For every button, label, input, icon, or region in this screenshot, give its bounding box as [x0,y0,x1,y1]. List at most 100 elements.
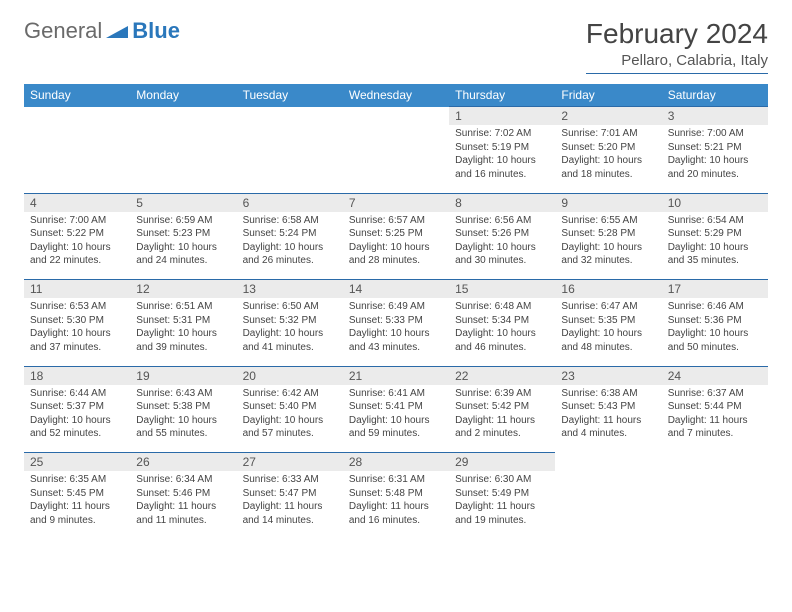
sunrise-text: Sunrise: 6:50 AM [243,300,337,314]
day-number-cell: 5 [130,193,236,212]
day-number-cell: 19 [130,366,236,385]
day-detail-cell [237,125,343,193]
day-detail-cell: Sunrise: 6:46 AMSunset: 5:36 PMDaylight:… [662,298,768,366]
day-number-cell [555,453,661,472]
day-detail-cell: Sunrise: 6:44 AMSunset: 5:37 PMDaylight:… [24,385,130,453]
sunset-text: Sunset: 5:43 PM [561,400,655,414]
day-number-cell: 2 [555,107,661,126]
daylight-text-1: Daylight: 11 hours [30,500,124,514]
sunset-text: Sunset: 5:35 PM [561,314,655,328]
sunrise-text: Sunrise: 6:41 AM [349,387,443,401]
daylight-text-2: and 46 minutes. [455,341,549,355]
daylight-text-2: and 39 minutes. [136,341,230,355]
daylight-text-2: and 20 minutes. [668,168,762,182]
detail-row: Sunrise: 7:02 AMSunset: 5:19 PMDaylight:… [24,125,768,193]
day-number-cell [130,107,236,126]
weekday-header-row: Sunday Monday Tuesday Wednesday Thursday… [24,84,768,107]
sunrise-text: Sunrise: 6:56 AM [455,214,549,228]
daylight-text-1: Daylight: 10 hours [455,241,549,255]
sunset-text: Sunset: 5:24 PM [243,227,337,241]
detail-row: Sunrise: 7:00 AMSunset: 5:22 PMDaylight:… [24,212,768,280]
daylight-text-2: and 16 minutes. [349,514,443,528]
day-number-cell: 23 [555,366,661,385]
sunrise-text: Sunrise: 6:53 AM [30,300,124,314]
sunrise-text: Sunrise: 6:39 AM [455,387,549,401]
weekday-header: Thursday [449,84,555,107]
sunset-text: Sunset: 5:47 PM [243,487,337,501]
daynum-row: 45678910 [24,193,768,212]
day-detail-cell: Sunrise: 6:48 AMSunset: 5:34 PMDaylight:… [449,298,555,366]
daylight-text-1: Daylight: 11 hours [136,500,230,514]
daylight-text-2: and 28 minutes. [349,254,443,268]
daylight-text-1: Daylight: 10 hours [136,414,230,428]
sunrise-text: Sunrise: 6:30 AM [455,473,549,487]
detail-row: Sunrise: 6:44 AMSunset: 5:37 PMDaylight:… [24,385,768,453]
daylight-text-2: and 48 minutes. [561,341,655,355]
day-detail-cell: Sunrise: 6:53 AMSunset: 5:30 PMDaylight:… [24,298,130,366]
sunset-text: Sunset: 5:30 PM [30,314,124,328]
daylight-text-1: Daylight: 11 hours [349,500,443,514]
day-detail-cell: Sunrise: 6:34 AMSunset: 5:46 PMDaylight:… [130,471,236,539]
daylight-text-2: and 52 minutes. [30,427,124,441]
sunrise-text: Sunrise: 6:38 AM [561,387,655,401]
day-number-cell: 26 [130,453,236,472]
day-detail-cell: Sunrise: 6:43 AMSunset: 5:38 PMDaylight:… [130,385,236,453]
sunset-text: Sunset: 5:20 PM [561,141,655,155]
sunset-text: Sunset: 5:29 PM [668,227,762,241]
daylight-text-2: and 59 minutes. [349,427,443,441]
daylight-text-1: Daylight: 10 hours [243,327,337,341]
sunset-text: Sunset: 5:22 PM [30,227,124,241]
sunrise-text: Sunrise: 6:42 AM [243,387,337,401]
day-detail-cell: Sunrise: 6:30 AMSunset: 5:49 PMDaylight:… [449,471,555,539]
day-detail-cell: Sunrise: 6:57 AMSunset: 5:25 PMDaylight:… [343,212,449,280]
daylight-text-2: and 26 minutes. [243,254,337,268]
sunset-text: Sunset: 5:26 PM [455,227,549,241]
day-detail-cell: Sunrise: 6:50 AMSunset: 5:32 PMDaylight:… [237,298,343,366]
daylight-text-1: Daylight: 10 hours [668,154,762,168]
sunrise-text: Sunrise: 7:02 AM [455,127,549,141]
day-detail-cell: Sunrise: 6:37 AMSunset: 5:44 PMDaylight:… [662,385,768,453]
day-number-cell: 29 [449,453,555,472]
daynum-row: 123 [24,107,768,126]
weekday-header: Friday [555,84,661,107]
sunset-text: Sunset: 5:34 PM [455,314,549,328]
day-detail-cell: Sunrise: 6:51 AMSunset: 5:31 PMDaylight:… [130,298,236,366]
day-detail-cell [130,125,236,193]
sunrise-text: Sunrise: 6:59 AM [136,214,230,228]
detail-row: Sunrise: 6:35 AMSunset: 5:45 PMDaylight:… [24,471,768,539]
day-detail-cell [24,125,130,193]
day-number-cell: 22 [449,366,555,385]
day-detail-cell: Sunrise: 6:41 AMSunset: 5:41 PMDaylight:… [343,385,449,453]
daylight-text-1: Daylight: 10 hours [561,327,655,341]
daylight-text-2: and 35 minutes. [668,254,762,268]
daylight-text-2: and 30 minutes. [455,254,549,268]
day-number-cell: 16 [555,280,661,299]
sunrise-text: Sunrise: 6:44 AM [30,387,124,401]
daylight-text-1: Daylight: 11 hours [455,500,549,514]
daylight-text-1: Daylight: 10 hours [349,414,443,428]
day-number-cell: 1 [449,107,555,126]
triangle-icon [106,18,128,44]
header: General Blue February 2024 Pellaro, Cala… [24,18,768,74]
sunrise-text: Sunrise: 7:00 AM [668,127,762,141]
day-number-cell: 28 [343,453,449,472]
daylight-text-1: Daylight: 11 hours [668,414,762,428]
day-detail-cell [343,125,449,193]
day-detail-cell: Sunrise: 6:55 AMSunset: 5:28 PMDaylight:… [555,212,661,280]
day-number-cell: 4 [24,193,130,212]
daylight-text-1: Daylight: 10 hours [30,241,124,255]
day-number-cell [662,453,768,472]
daylight-text-2: and 16 minutes. [455,168,549,182]
day-detail-cell [662,471,768,539]
weekday-header: Wednesday [343,84,449,107]
daylight-text-2: and 9 minutes. [30,514,124,528]
day-number-cell: 17 [662,280,768,299]
month-title: February 2024 [586,18,768,50]
sunrise-text: Sunrise: 6:35 AM [30,473,124,487]
day-number-cell: 24 [662,366,768,385]
daylight-text-2: and 14 minutes. [243,514,337,528]
location-text: Pellaro, Calabria, Italy [586,52,768,74]
sunset-text: Sunset: 5:28 PM [561,227,655,241]
daylight-text-1: Daylight: 10 hours [349,241,443,255]
day-detail-cell: Sunrise: 7:00 AMSunset: 5:21 PMDaylight:… [662,125,768,193]
